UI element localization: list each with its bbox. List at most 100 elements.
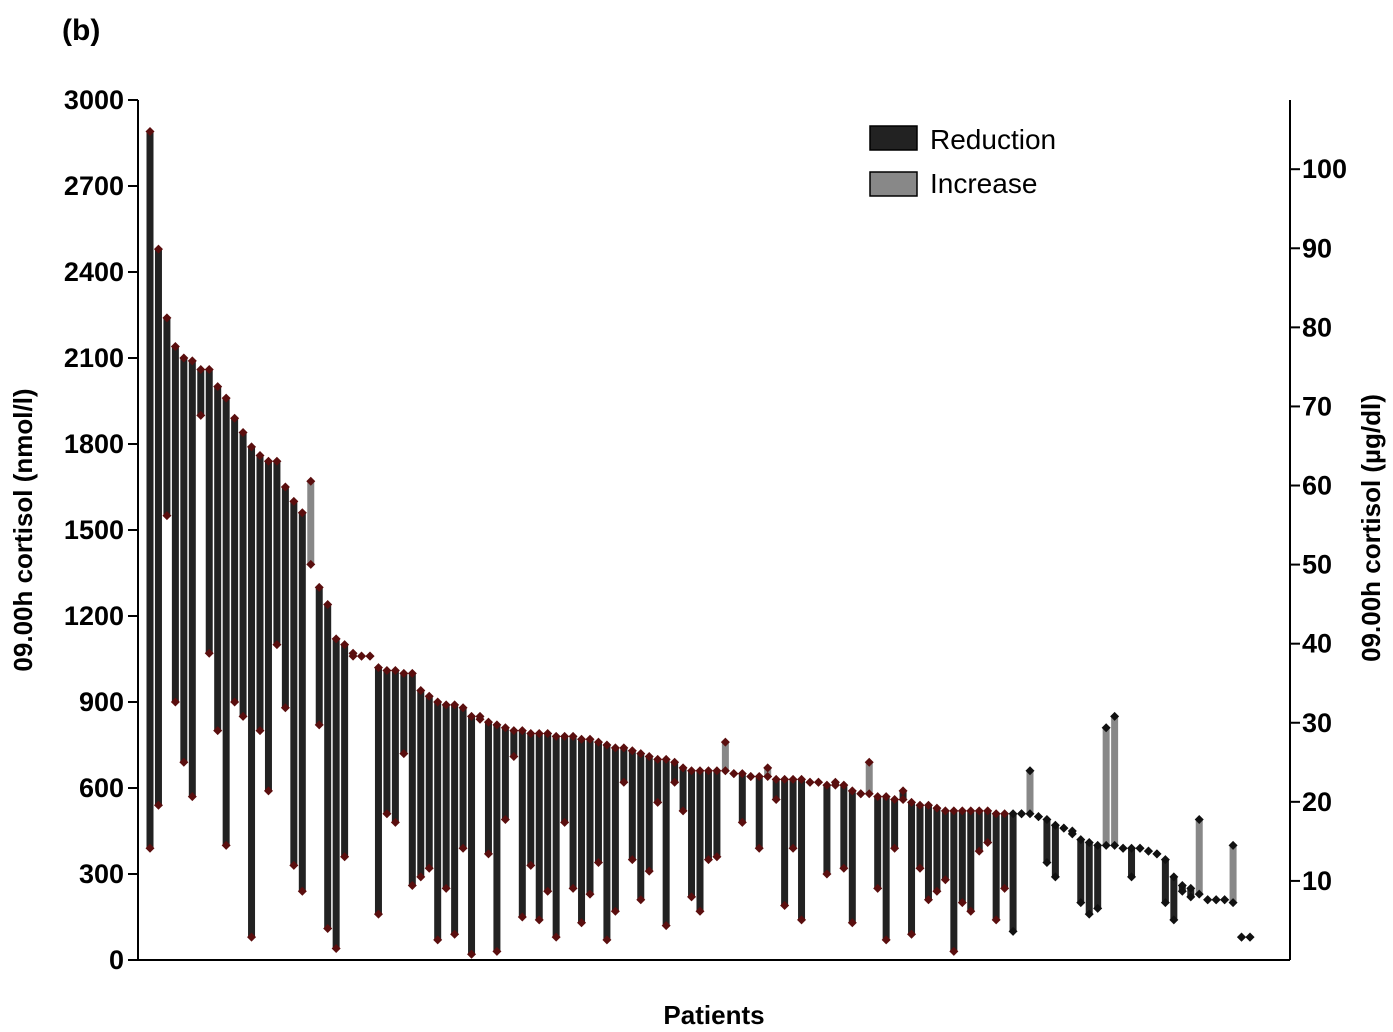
followup-point <box>788 843 798 853</box>
followup-point <box>1135 843 1145 853</box>
baseline-point <box>187 356 197 366</box>
y-axis-left-label: 09.00h cortisol (nmol/l) <box>8 388 38 671</box>
baseline-point <box>627 746 637 756</box>
followup-point <box>179 757 189 767</box>
followup-point <box>1160 898 1170 908</box>
baseline-point <box>492 720 502 730</box>
followup-point <box>983 837 993 847</box>
followup-point <box>687 892 697 902</box>
followup-point <box>357 651 367 661</box>
followup-point <box>213 726 223 736</box>
baseline-point <box>881 792 891 802</box>
baseline-point <box>179 353 189 363</box>
followup-point <box>255 726 265 736</box>
followup-point <box>289 860 299 870</box>
baseline-point <box>610 743 620 753</box>
followup-point <box>1033 812 1043 822</box>
baseline-point <box>619 743 629 753</box>
followup-point <box>263 786 273 796</box>
followup-point <box>923 895 933 905</box>
followup-point <box>839 863 849 873</box>
baseline-point <box>196 364 206 374</box>
y-axis-right-label: 09.00h cortisol (µg/dl) <box>1356 394 1386 662</box>
right-axis-ticks: 10 20 30 40 50 60 70 80 90 100 <box>1290 154 1347 896</box>
followup-point <box>610 906 620 916</box>
followup-point <box>1076 898 1086 908</box>
followup-point <box>433 935 443 945</box>
followup-point <box>949 946 959 956</box>
followup-point <box>306 476 316 486</box>
baseline-point <box>1194 889 1204 899</box>
baseline-point <box>1050 820 1060 830</box>
followup-point <box>1152 849 1162 859</box>
baseline-point <box>509 726 519 736</box>
baseline-point <box>560 731 570 741</box>
followup-point <box>1177 886 1187 896</box>
followup-point <box>602 935 612 945</box>
baseline-point <box>864 789 874 799</box>
baseline-point <box>213 382 223 392</box>
y-right-tick-label: 50 <box>1302 550 1332 580</box>
followup-point <box>450 929 460 939</box>
followup-point <box>720 737 730 747</box>
followup-point <box>272 640 282 650</box>
baseline-point <box>373 663 383 673</box>
followup-point <box>1008 926 1018 936</box>
baseline-point <box>441 700 451 710</box>
followup-point <box>678 806 688 816</box>
followup-point <box>340 852 350 862</box>
followup-point <box>492 946 502 956</box>
followup-point <box>712 852 722 862</box>
followup-point <box>1118 843 1128 853</box>
followup-point <box>560 817 570 827</box>
baseline-point <box>1177 880 1187 890</box>
followup-point <box>729 769 739 779</box>
baseline-point <box>839 780 849 790</box>
baseline-point <box>500 723 510 733</box>
y-left-tick-label: 3000 <box>64 85 124 115</box>
followup-point <box>365 651 375 661</box>
followup-point <box>390 817 400 827</box>
followup-point <box>661 921 671 931</box>
baseline-point <box>687 766 697 776</box>
baseline-point <box>1228 898 1238 908</box>
followup-point <box>534 915 544 925</box>
baseline-point <box>323 600 333 610</box>
followup-point <box>204 648 214 658</box>
baseline-point <box>551 731 561 741</box>
baseline-point <box>517 726 527 736</box>
baseline-point <box>602 740 612 750</box>
followup-point <box>1186 892 1196 902</box>
baseline-point <box>763 772 773 782</box>
followup-point <box>1101 723 1111 733</box>
followup-point <box>1220 895 1230 905</box>
followup-point <box>348 651 358 661</box>
baseline-point <box>162 313 172 323</box>
followup-point <box>653 797 663 807</box>
followup-point <box>1127 872 1137 882</box>
followup-point <box>957 898 967 908</box>
panel-label: (b) <box>62 14 100 47</box>
baseline-point <box>314 582 324 592</box>
baseline-point <box>1110 840 1120 850</box>
followup-point <box>881 935 891 945</box>
followup-point <box>543 886 553 896</box>
followup-point <box>797 915 807 925</box>
baseline-point <box>678 763 688 773</box>
baseline-point <box>145 127 155 137</box>
followup-point <box>1143 846 1153 856</box>
followup-point <box>331 944 341 954</box>
followup-point <box>441 883 451 893</box>
baseline-point <box>407 668 417 678</box>
followup-point <box>297 886 307 896</box>
followup-point <box>864 757 874 767</box>
followup-point <box>805 777 815 787</box>
baseline-point <box>534 729 544 739</box>
followup-point <box>399 749 409 759</box>
baseline-point <box>390 665 400 675</box>
baseline-point <box>272 456 282 466</box>
baseline-point <box>890 794 900 804</box>
baseline-point <box>720 766 730 776</box>
followup-point <box>1110 711 1120 721</box>
y-left-tick-label: 900 <box>79 687 124 717</box>
